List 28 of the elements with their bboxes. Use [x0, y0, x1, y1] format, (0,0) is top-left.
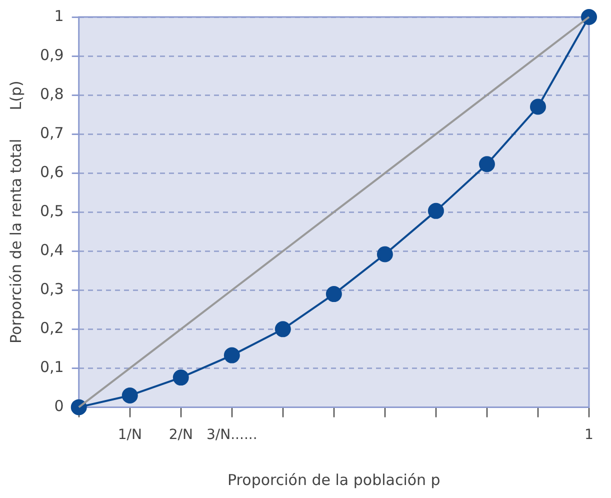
x-tick-label: 1: [584, 427, 594, 444]
point: [122, 387, 138, 404]
point: [224, 347, 240, 364]
x-tick-label: 2/N: [168, 427, 193, 444]
y-tick-label: 0,5: [40, 202, 64, 220]
x-axis-title: Proporción de la población p: [228, 470, 440, 489]
point: [530, 98, 546, 115]
y-tick-label: 0,3: [40, 280, 64, 298]
point: [581, 9, 597, 25]
point: [274, 321, 291, 338]
point: [376, 246, 393, 262]
y-tick-label: 0,1: [40, 358, 64, 376]
point: [478, 156, 495, 172]
y-tick-label: 0,2: [40, 319, 64, 338]
point: [172, 370, 189, 386]
point: [326, 286, 342, 302]
y-tick-label: 0: [54, 397, 64, 416]
y-axis-title: Porporción de la renta total L(p): [6, 80, 25, 344]
y-tick-label: 0,6: [40, 162, 64, 181]
x-tick-label: 1/N: [118, 427, 142, 444]
point: [428, 202, 444, 219]
y-tick-label: 0,4: [40, 241, 64, 260]
y-tick-label: 0,8: [40, 84, 64, 103]
x-tick-label: 3/N......: [206, 427, 258, 444]
y-tick-label: 1: [54, 6, 64, 25]
y-tick-label: 0,7: [40, 124, 64, 142]
point: [70, 399, 87, 416]
y-tick-label: 0,9: [40, 46, 64, 64]
